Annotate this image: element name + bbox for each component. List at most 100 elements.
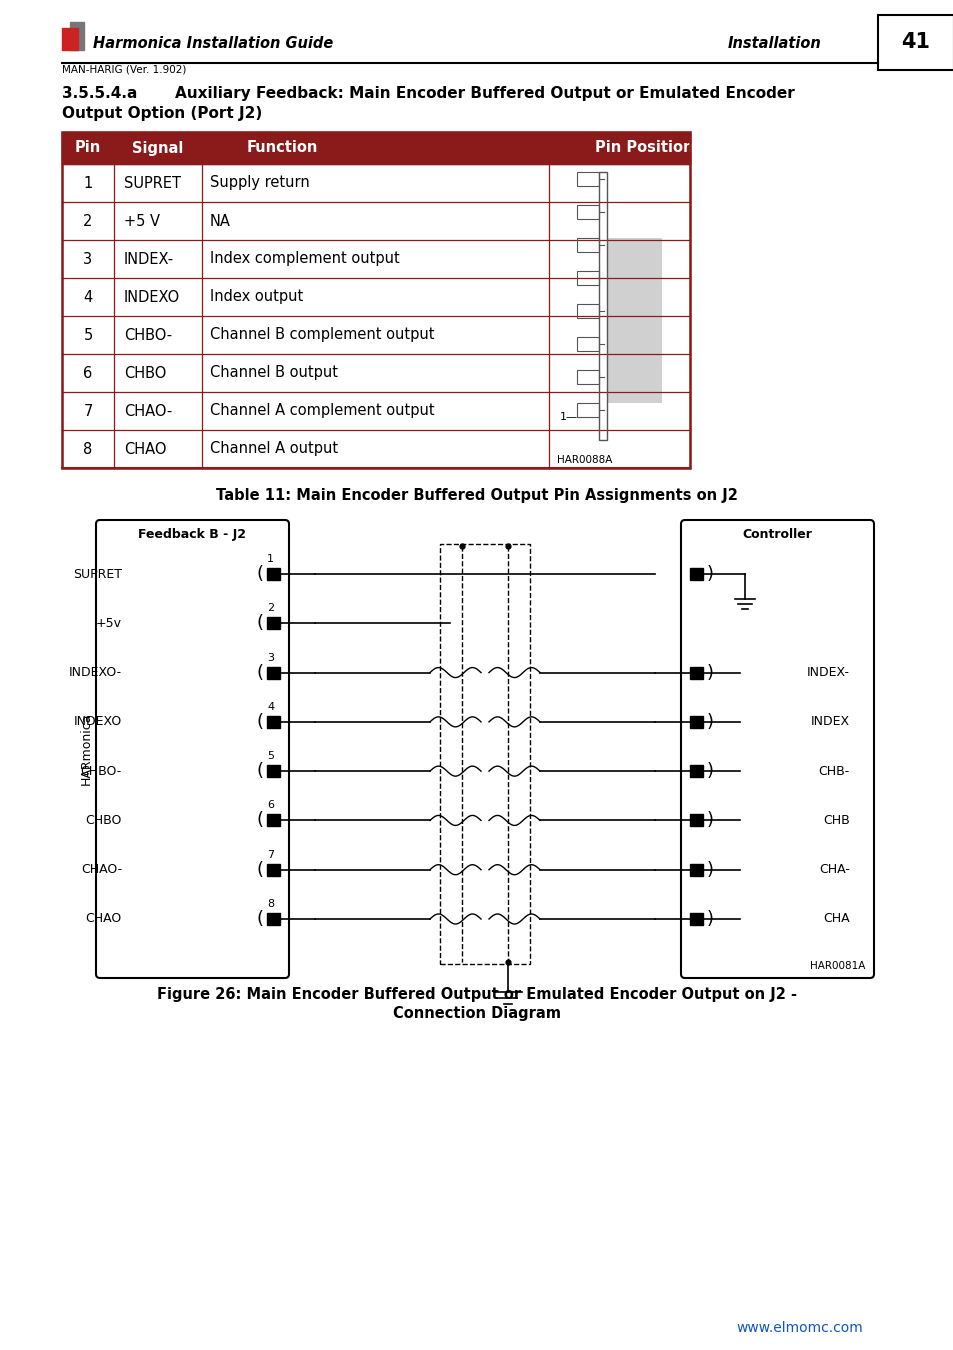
Text: (: (	[256, 763, 263, 780]
Text: 41: 41	[901, 32, 929, 53]
Text: CHBO: CHBO	[86, 814, 122, 828]
Text: Feedback B - J2: Feedback B - J2	[138, 528, 246, 541]
Text: ): )	[706, 861, 713, 879]
Text: Index output: Index output	[210, 289, 303, 305]
Bar	[62, 132, 689, 468]
Bar	[267, 814, 280, 826]
Text: Controller: Controller	[741, 528, 812, 541]
Text: CHA: CHA	[822, 913, 849, 926]
Text: CHAO-: CHAO-	[81, 863, 122, 876]
Bar	[689, 568, 702, 580]
Text: 3.5.5.4.a: 3.5.5.4.a	[62, 86, 137, 101]
Text: (: (	[256, 664, 263, 682]
Text: CHA-: CHA-	[819, 863, 849, 876]
Text: (: (	[256, 713, 263, 730]
Bar	[689, 913, 702, 925]
Text: NA: NA	[210, 213, 231, 228]
Text: ): )	[706, 566, 713, 583]
Text: CHBO-: CHBO-	[124, 328, 172, 343]
Bar	[689, 667, 702, 679]
Text: ): )	[706, 713, 713, 730]
Text: Installation: Installation	[727, 36, 821, 51]
Bar	[607, 238, 661, 404]
Bar	[62, 202, 689, 240]
Text: Signal: Signal	[132, 140, 184, 155]
Text: 7: 7	[267, 849, 274, 860]
Text: 4: 4	[267, 702, 274, 711]
Bar	[598, 171, 607, 440]
Bar	[577, 171, 598, 186]
Text: ): )	[706, 664, 713, 682]
Text: Channel B complement output: Channel B complement output	[210, 328, 434, 343]
Text: HAR0088A: HAR0088A	[557, 455, 612, 464]
Text: 3: 3	[83, 251, 92, 266]
Text: Function: Function	[246, 140, 317, 155]
Text: 1—: 1—	[558, 412, 577, 423]
Text: Index complement output: Index complement output	[210, 251, 399, 266]
Bar	[577, 205, 598, 219]
Text: INDEXO: INDEXO	[124, 289, 180, 305]
Text: www.elmomc.com: www.elmomc.com	[736, 1322, 862, 1335]
Bar	[689, 814, 702, 826]
Bar	[62, 354, 689, 391]
Text: (: (	[256, 910, 263, 927]
Text: Connection Diagram: Connection Diagram	[393, 1006, 560, 1021]
Text: INDEXO-: INDEXO-	[69, 666, 122, 679]
Text: Channel B output: Channel B output	[210, 366, 337, 381]
Text: 8: 8	[267, 899, 274, 909]
Text: SUPRET: SUPRET	[124, 176, 181, 190]
Text: 8: 8	[83, 441, 92, 456]
FancyBboxPatch shape	[680, 520, 873, 977]
Text: INDEX-: INDEX-	[806, 666, 849, 679]
Text: Channel A output: Channel A output	[210, 441, 337, 456]
Text: MAN-HARIG (Ver. 1.902): MAN-HARIG (Ver. 1.902)	[62, 65, 186, 76]
Text: SUPRET: SUPRET	[73, 567, 122, 580]
Text: 2: 2	[267, 603, 274, 613]
Text: CHAO: CHAO	[86, 913, 122, 926]
Bar	[877, 15, 953, 70]
Text: CHAO-: CHAO-	[124, 404, 172, 418]
Text: 5: 5	[83, 328, 92, 343]
Text: 2: 2	[83, 213, 92, 228]
Text: +5 V: +5 V	[124, 213, 160, 228]
Text: 7: 7	[83, 404, 92, 418]
Bar	[439, 544, 530, 964]
Text: 4: 4	[83, 289, 92, 305]
Text: Output Option (Port J2): Output Option (Port J2)	[62, 107, 262, 122]
Text: CHB: CHB	[822, 814, 849, 828]
Bar	[577, 304, 598, 319]
Text: (: (	[256, 811, 263, 829]
Bar	[577, 271, 598, 285]
Bar	[70, 22, 84, 50]
Bar	[577, 238, 598, 252]
Text: Figure 26: Main Encoder Buffered Output or Emulated Encoder Output on J2 -: Figure 26: Main Encoder Buffered Output …	[157, 987, 796, 1002]
Text: CHB-: CHB-	[818, 764, 849, 778]
Text: Table 11: Main Encoder Buffered Output Pin Assignments on J2: Table 11: Main Encoder Buffered Output P…	[215, 487, 738, 504]
Bar	[62, 28, 78, 50]
Bar	[267, 913, 280, 925]
Bar	[62, 240, 689, 278]
Text: +5v: +5v	[96, 617, 122, 630]
Text: Auxiliary Feedback: Main Encoder Buffered Output or Emulated Encoder: Auxiliary Feedback: Main Encoder Buffere…	[174, 86, 794, 101]
Text: CHAO: CHAO	[124, 441, 167, 456]
Text: CHBO-: CHBO-	[81, 764, 122, 778]
Text: ): )	[706, 811, 713, 829]
Text: INDEXO: INDEXO	[73, 716, 122, 729]
Bar	[267, 765, 280, 778]
Bar	[267, 716, 280, 728]
Bar	[577, 370, 598, 383]
Bar	[62, 392, 689, 431]
Text: 1: 1	[83, 176, 92, 190]
Text: Harmonica Installation Guide: Harmonica Installation Guide	[92, 36, 333, 51]
Text: 6: 6	[83, 366, 92, 381]
Text: Supply return: Supply return	[210, 176, 310, 190]
Text: Pin Positions: Pin Positions	[595, 140, 702, 155]
Text: INDEX-: INDEX-	[124, 251, 174, 266]
Bar	[577, 404, 598, 417]
Bar	[689, 864, 702, 876]
Text: HAR0081A: HAR0081A	[809, 961, 864, 971]
Bar	[577, 338, 598, 351]
Text: (: (	[256, 566, 263, 583]
Bar	[62, 132, 689, 163]
Bar	[267, 617, 280, 629]
